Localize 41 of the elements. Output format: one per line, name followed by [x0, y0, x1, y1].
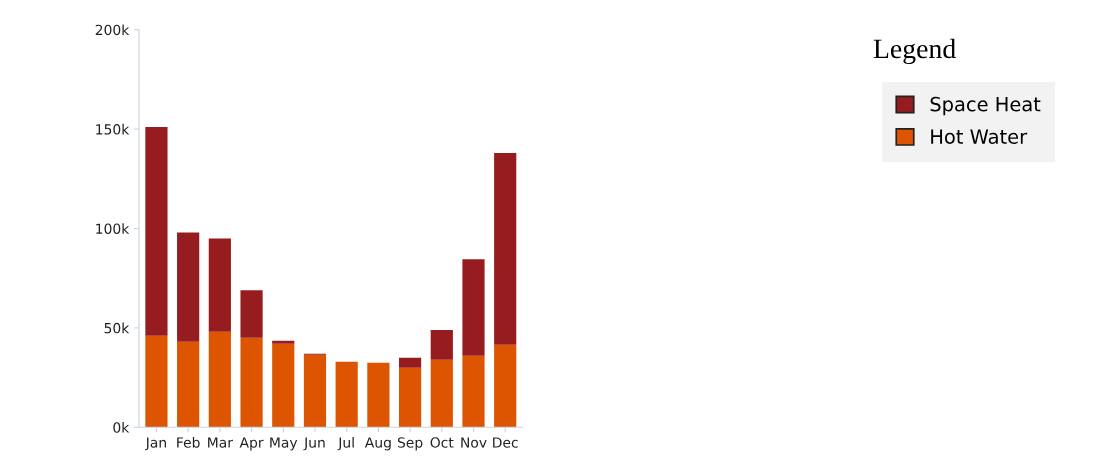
x-tick-label: Jul [337, 437, 354, 451]
bar [398, 367, 422, 428]
x-tick-label: Sep [397, 437, 423, 451]
y-tick-label: 200k [95, 24, 130, 36]
bar [462, 355, 485, 428]
x-tick-label: Mar [208, 437, 233, 448]
bar [177, 232, 200, 342]
bar [208, 331, 231, 428]
x-tick-label: Feb [177, 437, 200, 448]
x-tick-label: Aug [364, 437, 391, 451]
bar [335, 361, 358, 428]
y-tick-label: 150k [96, 123, 130, 135]
bar [494, 344, 517, 428]
bar [240, 290, 263, 338]
bar [430, 329, 453, 360]
y-tick-label: 0k [113, 422, 130, 433]
x-tick-label: May [270, 437, 298, 451]
bar [430, 359, 453, 428]
x-tick-label: Dec [493, 437, 518, 448]
legend-label: Hot Water [931, 129, 1028, 144]
bar [494, 152, 517, 345]
x-tick-label: Apr [239, 437, 264, 451]
bar [177, 341, 200, 428]
bar [240, 337, 263, 428]
bar [367, 362, 390, 428]
x-tick-label: Jun [303, 437, 325, 451]
bar [462, 259, 485, 356]
bar [145, 335, 168, 428]
bar [145, 127, 168, 336]
x-tick-label: Oct [430, 437, 454, 448]
x-tick-label: Jan [145, 437, 166, 451]
bar [272, 340, 295, 344]
bar [303, 354, 327, 428]
bar [398, 357, 422, 368]
legend-label: Space Heat [930, 96, 1041, 116]
bar [272, 343, 295, 428]
legend-title: Legend [873, 38, 956, 64]
y-tick-label: 100k [96, 223, 130, 234]
y-tick-label: 50k [104, 322, 130, 334]
x-tick-label: Nov [461, 437, 487, 448]
bar [208, 238, 231, 332]
